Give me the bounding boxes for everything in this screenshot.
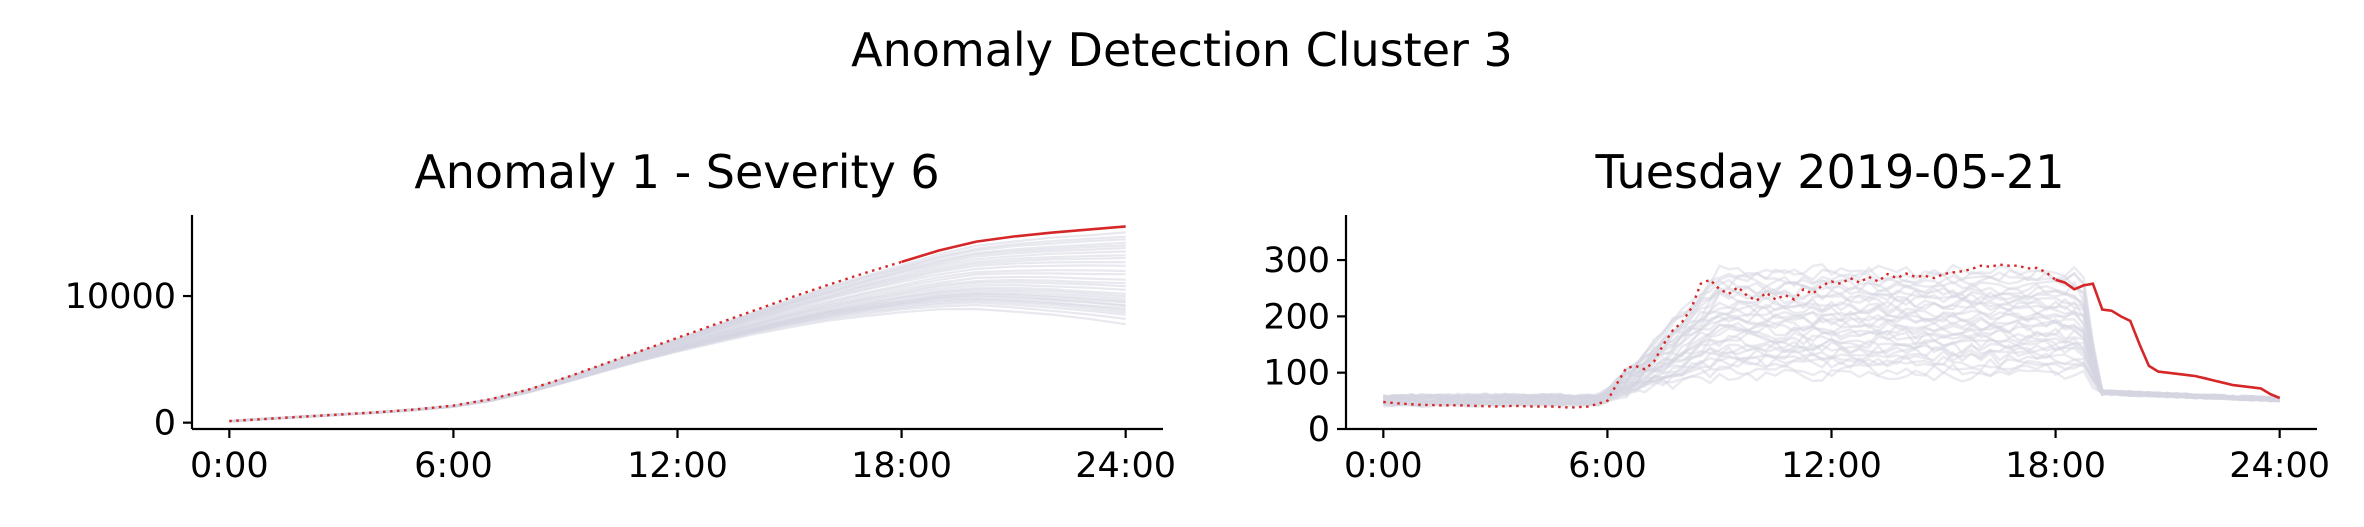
background-series-line [1383, 323, 2280, 402]
background-series-line [229, 241, 1126, 422]
background-series-line [229, 297, 1126, 423]
y-tick-label: 0 [1308, 410, 1330, 450]
y-tick-label: 100 [1263, 354, 1330, 394]
highlight-series-line-solid [901, 225, 1126, 264]
background-series-line [1383, 294, 2280, 402]
highlight-series-line-solid [2055, 278, 2281, 400]
background-series-line [1382, 263, 2280, 403]
background-series-line [229, 295, 1126, 423]
highlight-series-line-dotted [229, 260, 902, 423]
x-tick-label: 18:00 [851, 446, 952, 486]
background-series-group [1382, 263, 2281, 409]
subplot-anomaly: Anomaly 1 - Severity 6 0:00 6:00 12:00 18:0… [65, 145, 1176, 486]
tick-group: 0:00 6:00 12:00 18:00 24:00 0 100 200 300 [1263, 241, 2330, 486]
x-tick-label: 0:00 [190, 446, 269, 486]
background-series-line [229, 298, 1126, 423]
background-series-line [1383, 291, 2280, 405]
x-tick-label: 12:00 [627, 446, 728, 486]
background-series-line [229, 292, 1126, 423]
x-tick-label: 24:00 [2229, 446, 2330, 486]
figure-title: Anomaly Detection Cluster 3 [851, 23, 1513, 77]
x-tick-label: 12:00 [1781, 446, 1882, 486]
background-series-line [229, 303, 1126, 423]
background-series-line [229, 294, 1126, 422]
subplot-daily: Tuesday 2019-05-21 0:00 6:00 12:00 18:00 24:… [1263, 145, 2330, 486]
x-tick-label: 6:00 [1568, 446, 1647, 486]
x-tick-label: 6:00 [414, 446, 493, 486]
subplot-title-daily: Tuesday 2019-05-21 [1594, 145, 2064, 199]
highlight-series-group [1383, 263, 2281, 409]
x-tick-label: 0:00 [1344, 446, 1423, 486]
background-series-line [229, 301, 1126, 423]
y-tick-label: 300 [1263, 241, 1330, 281]
background-series-line [229, 286, 1126, 422]
background-series-line [229, 292, 1126, 423]
background-series-group [229, 231, 1126, 423]
x-tick-label: 18:00 [2005, 446, 2106, 486]
y-tick-label: 10000 [65, 277, 176, 317]
subplot-title-anomaly: Anomaly 1 - Severity 6 [414, 145, 939, 199]
x-tick-label: 24:00 [1075, 446, 1176, 486]
y-tick-label: 0 [154, 404, 176, 444]
highlight-series-group [229, 225, 1126, 423]
y-tick-label: 200 [1263, 297, 1330, 337]
background-series-line [229, 307, 1126, 423]
tick-group: 0:00 6:00 12:00 18:00 24:00 0 10000 [65, 277, 1176, 486]
background-series-line [229, 238, 1126, 423]
background-series-line [229, 231, 1126, 423]
background-series-line [229, 299, 1126, 422]
background-series-line [1383, 266, 2280, 403]
